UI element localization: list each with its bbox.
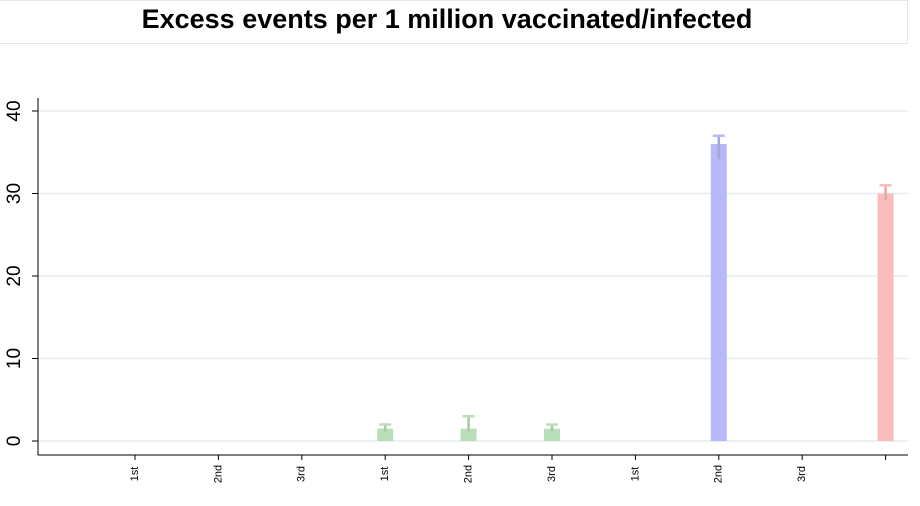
x-tick-label: 1st — [379, 467, 391, 482]
x-tick-label: 3rd — [796, 466, 808, 482]
bar — [710, 144, 727, 441]
bar — [877, 193, 894, 441]
y-tick-label: 10 — [4, 348, 25, 369]
x-tick-label: 3rd — [296, 466, 308, 482]
y-tick-label: 0 — [4, 436, 25, 447]
x-tick-label: 2nd — [463, 465, 475, 483]
title-band — [0, 0, 908, 44]
y-tick-label: 20 — [4, 265, 25, 286]
y-tick-label: 30 — [4, 183, 25, 204]
y-tick-label: 40 — [4, 100, 25, 121]
x-tick-label: 2nd — [713, 465, 725, 483]
x-tick-label: 1st — [629, 467, 641, 482]
x-tick-label: 2nd — [212, 465, 224, 483]
chart-title: Excess events per 1 million vaccinated/i… — [141, 4, 753, 34]
x-tick-label: 3rd — [546, 466, 558, 482]
x-tick-label: 1st — [129, 467, 141, 482]
